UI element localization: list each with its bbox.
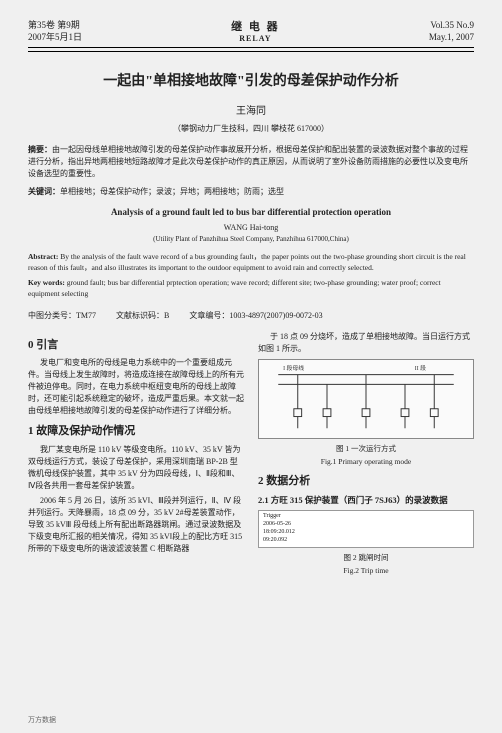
trip-line1: 2006-05-26	[263, 521, 469, 529]
section-0-head: 0 引言	[28, 337, 244, 354]
author-en: WANG Hai-tong	[28, 223, 474, 232]
journal-name-ch: 继 电 器	[231, 20, 280, 34]
author-affiliation: （攀钢动力厂生技科，四川 攀枝花 617000）	[28, 123, 474, 134]
keywords-en-label: Key words:	[28, 278, 65, 287]
abstract-text: 由一起因母线单相接地故障引发的母差保护动作事故展开分析，根据母差保护和配出装置的…	[28, 145, 468, 178]
section-2-head: 2 数据分析	[258, 473, 474, 490]
fig2-caption-en: Fig.2 Trip time	[258, 565, 474, 576]
section-2-sub: 2.1 方旺 315 保护装置（西门子 7SJ63）的录波数据	[258, 494, 474, 507]
abstract-label: 摘要：	[28, 145, 52, 154]
keywords-en: Key words: ground fault; bus bar differe…	[28, 277, 474, 300]
keywords-text: 单相接地；母差保护动作；录波；异地；两相接地；防雨；选型	[60, 187, 284, 196]
fig1-caption-ch: 图 1 一次运行方式	[258, 443, 474, 454]
issue-date: 2007年5月1日	[28, 32, 82, 44]
rcol-para1: 于 18 点 09 分烧坏，造成了单相接地故障。当日运行方式如图 1 所示。	[258, 331, 474, 355]
abstract-en-label: Abstract:	[28, 252, 58, 261]
abstract-en-text: By the analysis of the fault wave record…	[28, 252, 466, 272]
fig2-caption-ch: 图 2 跳闸时间	[258, 552, 474, 563]
fig1-caption-en: Fig.1 Primary operating mode	[258, 456, 474, 467]
classification-line: 中图分类号：TM77 文献标识码：B 文章编号：1003-4897(2007)0…	[28, 310, 474, 321]
section-1-para2: 2006 年 5 月 26 日，该所 35 kVⅠ、Ⅲ段并列运行，Ⅱ、Ⅳ 段并列…	[28, 495, 244, 555]
figure-2-box: Trigger 2006-05-26 18:09:20.012 09:20.09…	[258, 510, 474, 547]
volume-issue: 第35卷 第9期	[28, 20, 82, 32]
keywords-ch: 关键词：单相接地；母差保护动作；录波；异地；两相接地；防雨；选型	[28, 186, 474, 197]
header-rule	[28, 51, 474, 52]
svg-text:I 段母线: I 段母线	[283, 363, 304, 371]
clc: 中图分类号：TM77	[28, 310, 96, 321]
footer-source: 万方数据	[28, 715, 56, 725]
header-right: Vol.35 No.9 May.1, 2007	[429, 20, 474, 45]
date-en: May.1, 2007	[429, 32, 474, 44]
trip-trigger: Trigger	[263, 513, 469, 521]
section-1-para1: 我厂某变电所是 110 kV 等级变电所。110 kV、35 kV 皆为双母线运…	[28, 444, 244, 492]
figure-1: I 段母线 II 段	[258, 359, 474, 439]
doc-code: 文献标识码：B	[116, 310, 169, 321]
trip-line2: 18:09:20.012	[263, 529, 469, 537]
abstract-en: Abstract: By the analysis of the fault w…	[28, 251, 474, 274]
section-1-head: 1 故障及保护动作情况	[28, 423, 244, 440]
left-column: 0 引言 发电厂和变电所的母线是电力系统中的一个重要组成元件。当母线上发生故障时…	[28, 331, 244, 578]
article-id: 文章编号：1003-4897(2007)09-0072-03	[189, 310, 322, 321]
volume-en: Vol.35 No.9	[429, 20, 474, 32]
author-name: 王海同	[28, 102, 474, 117]
diagram-icon: I 段母线 II 段	[259, 360, 473, 438]
section-0-para: 发电厂和变电所的母线是电力系统中的一个重要组成元件。当母线上发生故障时，将造成连…	[28, 357, 244, 417]
header-left: 第35卷 第9期 2007年5月1日	[28, 20, 82, 45]
page-header: 第35卷 第9期 2007年5月1日 继 电 器 RELAY Vol.35 No…	[28, 20, 474, 48]
article-title: 一起由"单相接地故障"引发的母差保护动作分析	[28, 70, 474, 90]
body-columns: 0 引言 发电厂和变电所的母线是电力系统中的一个重要组成元件。当母线上发生故障时…	[28, 331, 474, 578]
keywords-label: 关键词：	[28, 187, 60, 196]
right-column: 于 18 点 09 分烧坏，造成了单相接地故障。当日运行方式如图 1 所示。	[258, 331, 474, 578]
journal-name-en: RELAY	[231, 34, 280, 44]
affiliation-en: (Utility Plant of Panzhihua Steel Compan…	[28, 235, 474, 243]
title-en: Analysis of a ground fault led to bus ba…	[28, 207, 474, 217]
keywords-en-text: ground fault; bus bar differential prpte…	[28, 278, 441, 298]
trip-line3: 09:20.092	[263, 537, 469, 545]
abstract-ch: 摘要：由一起因母线单相接地故障引发的母差保护动作事故展开分析，根据母差保护和配出…	[28, 144, 474, 180]
header-center: 继 电 器 RELAY	[231, 20, 280, 45]
svg-text:II 段: II 段	[415, 363, 426, 371]
